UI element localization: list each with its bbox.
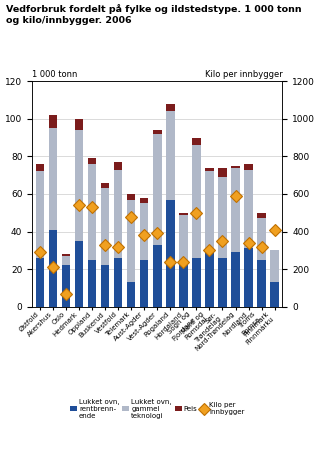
Bar <box>140 198 149 203</box>
Bar <box>75 130 83 241</box>
Bar <box>231 252 240 307</box>
Bar <box>114 258 122 307</box>
Bar <box>270 282 279 307</box>
Bar <box>257 260 266 307</box>
Bar <box>153 244 161 307</box>
Bar <box>179 213 187 215</box>
Bar <box>49 128 57 230</box>
Bar <box>36 258 44 307</box>
Bar <box>127 194 135 199</box>
Bar <box>166 111 175 199</box>
Bar <box>231 166 240 168</box>
Text: Kilo per innbygger: Kilo per innbygger <box>205 70 282 79</box>
Bar <box>101 189 109 265</box>
Bar <box>218 258 227 307</box>
Bar <box>36 171 44 258</box>
Bar <box>62 256 70 265</box>
Bar <box>127 282 135 307</box>
Bar <box>205 168 214 171</box>
Text: Vedforbruk fordelt på fylke og ildstedstype. 1 000 tonn
og kilo/innbygger. 2006: Vedforbruk fordelt på fylke og ildstedst… <box>6 5 302 25</box>
Bar <box>36 164 44 171</box>
Bar <box>270 250 279 282</box>
Bar <box>140 260 149 307</box>
Bar <box>192 258 201 307</box>
Bar <box>114 170 122 258</box>
Bar <box>75 241 83 307</box>
Bar <box>205 171 214 250</box>
Text: 1 000 tonn: 1 000 tonn <box>32 70 77 79</box>
Bar <box>166 199 175 307</box>
Bar <box>49 230 57 307</box>
Bar <box>127 199 135 282</box>
Bar <box>218 177 227 258</box>
Bar <box>62 254 70 256</box>
Bar <box>179 215 187 265</box>
Bar <box>192 138 201 145</box>
Bar <box>101 183 109 189</box>
Bar <box>244 249 253 307</box>
Bar <box>140 203 149 260</box>
Bar <box>101 265 109 307</box>
Bar <box>49 115 57 128</box>
Bar <box>153 130 161 134</box>
Bar <box>75 119 83 130</box>
Bar <box>244 170 253 249</box>
Bar <box>179 265 187 307</box>
Bar <box>114 162 122 170</box>
Bar <box>231 168 240 252</box>
Bar <box>205 250 214 307</box>
Bar <box>88 260 96 307</box>
Bar <box>244 164 253 170</box>
Bar <box>62 265 70 307</box>
Bar <box>166 104 175 111</box>
Legend: Lukket ovn,
rentbrenn-
ende, Lukket ovn,
gammel
teknologi, Peis, Kilo per
innbyg: Lukket ovn, rentbrenn- ende, Lukket ovn,… <box>67 396 247 421</box>
Bar <box>153 134 161 244</box>
Bar <box>192 145 201 258</box>
Bar <box>257 218 266 260</box>
Bar <box>88 164 96 260</box>
Bar <box>257 213 266 218</box>
Bar <box>218 168 227 177</box>
Bar <box>88 158 96 164</box>
